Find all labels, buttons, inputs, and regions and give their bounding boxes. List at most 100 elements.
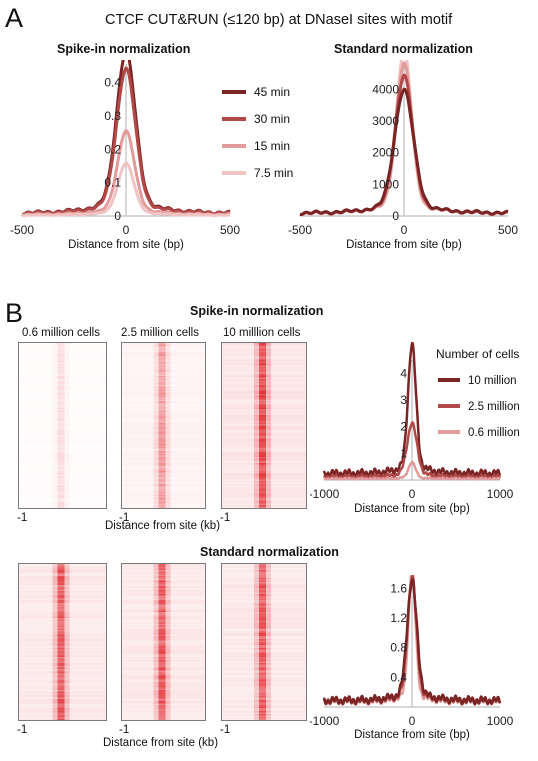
heatmap-halo [53, 495, 70, 497]
heatmap-xlabel-standard: Distance from site (kb) [103, 737, 219, 749]
heatmap-halo [153, 350, 171, 352]
heatmap-halo [153, 364, 171, 366]
heatmap-halo [53, 397, 70, 399]
heatmap-halo [52, 664, 70, 666]
heatmap-row [122, 666, 205, 668]
heatmap-core [158, 433, 166, 435]
heatmap-halo [153, 496, 171, 498]
heatmap-row [19, 684, 106, 686]
heatmap-core [158, 640, 166, 642]
heatmap-row [222, 687, 306, 689]
heatmap-halo [53, 375, 70, 377]
heatmap-core [158, 418, 166, 420]
y-tick-label-0-4: 0.4 [390, 670, 407, 684]
heatmap-core [57, 603, 65, 605]
heatmap-halo [153, 604, 171, 606]
heatmap-halo [52, 631, 70, 633]
heatmap-row [19, 618, 106, 620]
y-tick-label-0-1: 0.1 [104, 176, 121, 190]
heatmap-halo [254, 346, 271, 348]
heatmap-core [57, 478, 65, 480]
heatmap-core [259, 487, 266, 489]
heatmap-core [57, 379, 65, 381]
heatmap-core [158, 505, 166, 507]
heatmap-row [122, 386, 205, 388]
heatmap-core [158, 500, 166, 502]
heatmap-core [259, 631, 266, 633]
heatmap-core [158, 664, 166, 666]
heatmap-row [222, 479, 306, 481]
heatmap-core [57, 343, 65, 345]
heatmap-core [158, 652, 166, 654]
heatmap-core [57, 571, 65, 573]
heatmap-row [122, 473, 205, 475]
heatmap-core [158, 577, 166, 579]
heatmap-halo [52, 639, 70, 641]
heatmap-core [158, 708, 166, 710]
heatmap-halo [254, 703, 271, 705]
x-tick-label-500: 500 [220, 223, 240, 237]
heatmap-core [158, 706, 166, 708]
heatmap-row [19, 666, 106, 668]
heatmap-halo [254, 645, 271, 647]
heatmap-tick-spike-3: -1 [220, 512, 231, 524]
heatmap-halo [254, 669, 271, 671]
heatmap-halo [53, 358, 70, 360]
heatmap-halo [52, 648, 70, 650]
heatmap-core [158, 699, 166, 701]
heatmap-core [158, 628, 166, 630]
heatmap-core [158, 573, 166, 575]
heatmap-halo [254, 383, 271, 385]
heatmap-halo [153, 394, 171, 396]
heatmap-halo [153, 454, 171, 456]
heatmap-halo [153, 622, 171, 624]
heatmap-halo [153, 715, 171, 717]
heatmap-row [19, 630, 106, 632]
heatmap-core [158, 451, 166, 453]
heatmap-halo [153, 654, 171, 656]
heatmap-row [122, 506, 205, 508]
heatmap-halo [153, 693, 171, 695]
heatmap-tick-standard-3: -1 [220, 724, 231, 736]
heatmap-core [158, 460, 166, 462]
heatmap-row [122, 388, 205, 390]
heatmap-core [259, 433, 266, 435]
heatmap-core [158, 589, 166, 591]
heatmap-halo [153, 636, 171, 638]
heatmap-core [158, 667, 166, 669]
heatmap-halo [52, 594, 70, 596]
heatmap-row [19, 564, 106, 566]
heatmap-halo [254, 428, 271, 430]
heatmap-row [122, 479, 205, 481]
heatmap-row [222, 461, 306, 463]
heatmap-halo [153, 646, 171, 648]
heatmap-core [259, 430, 266, 432]
heatmap-row [122, 595, 205, 597]
heatmap-row [122, 577, 205, 579]
heatmap-halo [53, 505, 70, 507]
heatmap-core [57, 651, 65, 653]
heatmap-halo [254, 448, 271, 450]
heatmap-core [57, 636, 65, 638]
heatmap-halo [52, 392, 70, 394]
heatmap-core [259, 373, 266, 375]
heatmap-halo [153, 442, 171, 444]
heatmap-core [158, 437, 166, 439]
heatmap-core [259, 385, 266, 387]
heatmap-core [259, 437, 266, 439]
x-tick-label-500: -500 [288, 223, 312, 237]
heatmap-halo [52, 667, 70, 669]
heatmap-core [158, 583, 166, 585]
heatmap-halo [53, 366, 70, 368]
heatmap-halo [153, 637, 171, 639]
heatmap-halo [153, 678, 171, 680]
heatmap-core [57, 642, 65, 644]
heatmap-core [57, 591, 65, 593]
heatmap-core [57, 639, 65, 641]
heatmap-core [57, 601, 65, 603]
heatmap-halo [52, 615, 70, 617]
heatmap-core [158, 466, 166, 468]
heatmap-halo [254, 455, 271, 457]
heatmap-core [57, 350, 65, 352]
heatmap-halo [53, 357, 70, 359]
